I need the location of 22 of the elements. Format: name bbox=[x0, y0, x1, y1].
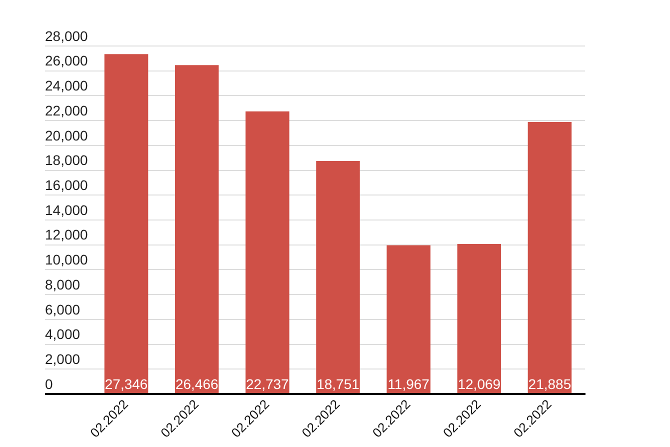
y-tick-label: 0 bbox=[45, 376, 53, 392]
data-label: 26,466 bbox=[175, 376, 218, 392]
y-tick-label: 22,000 bbox=[45, 102, 88, 118]
y-tick-label: 16,000 bbox=[45, 177, 88, 193]
y-tick-label: 12,000 bbox=[45, 226, 88, 243]
data-label: 22,737 bbox=[246, 376, 290, 392]
y-tick-label: 20,000 bbox=[45, 127, 88, 144]
data-label: 27,346 bbox=[104, 376, 148, 392]
y-tick-label: 28,000 bbox=[45, 28, 88, 44]
y-tick-label: 4,000 bbox=[45, 326, 80, 342]
y-tick-label: 18,000 bbox=[45, 152, 88, 168]
y-tick-label: 14,000 bbox=[45, 202, 88, 218]
data-label: 11,967 bbox=[388, 376, 430, 392]
data-label: 18,751 bbox=[316, 376, 360, 392]
y-tick-label: 2,000 bbox=[45, 351, 80, 367]
y-tick-label: 10,000 bbox=[45, 252, 88, 268]
data-label: 12,069 bbox=[458, 376, 501, 392]
y-tick-label: 6,000 bbox=[45, 301, 80, 318]
y-tick-label: 8,000 bbox=[45, 276, 80, 292]
y-tick-label: 26,000 bbox=[45, 52, 88, 69]
data-label: 21,885 bbox=[528, 376, 572, 392]
y-tick-label: 24,000 bbox=[45, 78, 88, 94]
